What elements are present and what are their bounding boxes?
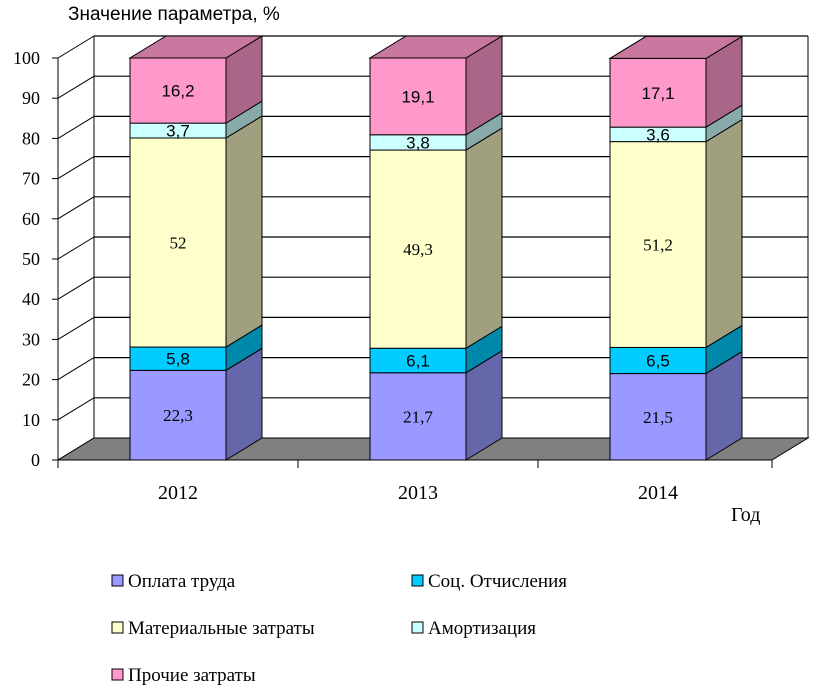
gridline-diagonal [57,276,95,300]
data-label: 21,7 [403,407,433,426]
data-label: 21,5 [643,408,673,427]
legend-item: Материальные затраты [111,618,315,639]
bar-top [608,35,744,59]
y-tick-label: 80 [22,128,40,148]
y-tick-label: 20 [22,370,40,390]
legend-swatch [111,574,124,587]
legend-swatch [411,574,424,587]
data-label: 19,1 [401,87,434,106]
bar-segment-front [369,57,467,136]
gridline-diagonal [57,75,95,99]
legend-item: Амортизация [411,618,536,639]
gridline-diagonal [57,196,95,220]
y-tick-label: 10 [22,410,40,430]
data-label: 6,5 [646,352,670,371]
y-tick-label: 50 [22,249,40,269]
x-tick-label: 2012 [158,482,198,504]
bar-top [128,35,264,59]
y-axis-title: Значение параметра, % [68,4,280,25]
y-tick-label: 40 [22,289,40,309]
bar-segment-front [129,137,227,348]
y-tick-label: 100 [13,48,40,68]
legend-item: Соц. Отчисления [411,571,567,592]
bar-segment-front [609,346,707,375]
legend: Оплата труда Соц. Отчисления Материальные … [111,571,567,686]
bar-segment-front [129,369,227,461]
gridline-diagonal [57,316,95,340]
data-label: 17,1 [641,84,674,103]
data-label: 3,6 [646,125,670,144]
x-tick-label: 2014 [638,482,678,504]
bar-segment-side [225,115,263,348]
legend-swatch [111,621,124,634]
bar-stack-2014 [608,35,744,461]
y-tick-label: 90 [22,88,40,108]
legend-label: Оплата труда [128,571,236,592]
bar-segment-front [609,373,707,461]
x-tick-label: 2013 [398,482,438,504]
bar-stack-2013 [368,35,504,461]
gridline-diagonal [57,115,95,139]
data-label: 51,2 [643,236,673,255]
bar-segment-front [369,149,467,349]
legend-swatch [111,668,124,681]
data-label: 22,3 [163,406,193,425]
legend-item: Оплата труда [111,571,236,592]
gridline-diagonal [57,357,95,381]
data-label: 6,1 [406,352,430,371]
y-tick-label: 70 [22,169,40,189]
data-label: 5,8 [166,350,190,369]
gridline-diagonal [57,35,95,59]
legend-label: Прочие затраты [128,665,256,686]
bar-segment-side [465,127,503,350]
data-label: 16,2 [161,82,194,101]
y-tick-label: 0 [31,450,40,470]
data-label: 49,3 [403,240,433,259]
gridline-diagonal [57,236,95,260]
axis-layer: 0 10 20 30 40 50 60 70 80 90 100 2012 2013 2014 [13,48,773,504]
bar-segment-front [369,372,467,461]
bar-segment-front [609,141,707,348]
legend-swatch [411,621,424,634]
data-label: 3,7 [166,122,190,141]
y-tick-label: 30 [22,329,40,349]
data-label: 52 [170,234,187,253]
legend-label: Материальные затраты [128,618,315,639]
gridline-diagonal [57,156,95,180]
bar-top [368,35,504,59]
label-layer: 22,3 5,8 52 3,7 16,2 21,7 6,1 49,3 3,8 19,1 21,5 6,… [161,82,674,427]
legend-label: Соц. Отчисления [428,571,567,592]
bars-layer [128,35,744,461]
gridline-diagonal [57,397,95,421]
y-tick-label: 60 [22,209,40,229]
data-label: 3,8 [406,133,430,152]
bar-stack-2012 [128,35,264,461]
legend-label: Амортизация [428,618,536,639]
x-axis-title: Год [731,504,760,526]
legend-item: Прочие затраты [111,665,256,686]
bar-segment-front [129,57,227,124]
bar-segment-side [705,118,743,349]
